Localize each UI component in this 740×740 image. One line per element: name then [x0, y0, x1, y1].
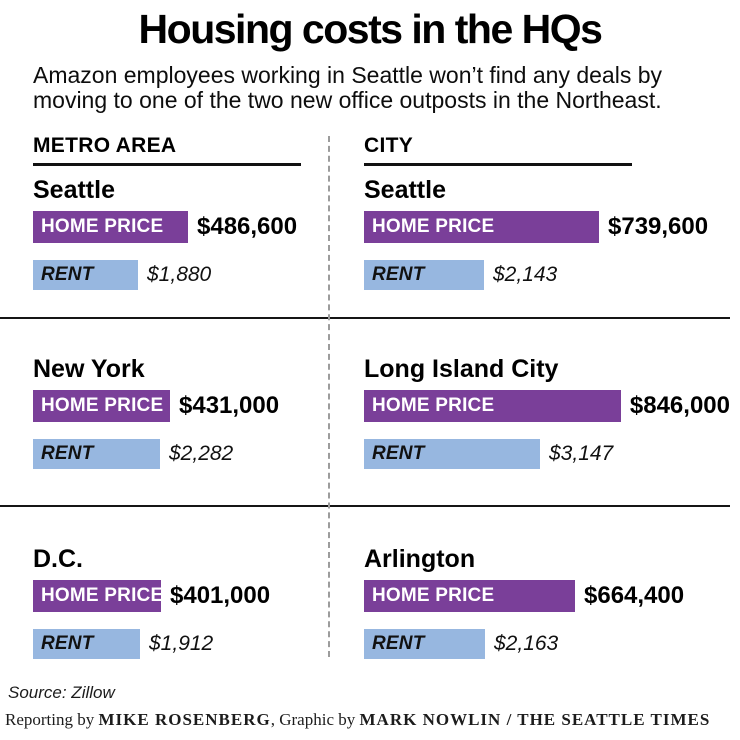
rent-value: $1,912 [149, 632, 214, 655]
rent-bar-label: RENT [372, 633, 425, 654]
city-cell: Arlington HOME PRICE $664,400 RENT $2,16… [330, 535, 730, 659]
chart-subtitle: Amazon employees working in Seattle won’… [33, 62, 663, 113]
rent-value: $1,880 [147, 263, 212, 286]
home-price-bar: HOME PRICE [33, 580, 164, 612]
home-price-value: $664,400 [584, 582, 685, 609]
city-block: Arlington HOME PRICE $664,400 RENT $2,16… [364, 545, 730, 659]
home-price-bar: HOME PRICE [33, 390, 170, 422]
rent-row: RENT $2,143 [364, 260, 730, 290]
credit-name: THE SEATTLE TIMES [517, 710, 711, 729]
metro-header-cell: METRO AREA [0, 134, 330, 166]
city-name: Seattle [33, 176, 115, 204]
metro-cell: D.C. HOME PRICE $401,000 RENT $1,912 [0, 535, 330, 659]
chart-area: METRO AREA CITY Seattle HOME PRICE $486,… [0, 134, 740, 663]
rent-row: RENT $2,163 [364, 629, 730, 659]
home-price-bar-label: HOME PRICE [372, 585, 495, 606]
city-header: CITY [364, 134, 632, 166]
home-price-row: HOME PRICE $846,000 [364, 390, 730, 422]
city-block: D.C. HOME PRICE $401,000 RENT $1,912 [33, 545, 330, 659]
rent-bar: RENT [364, 260, 484, 290]
column-divider-line [328, 136, 330, 657]
source-note: Source: Zillow [8, 683, 115, 702]
city-cell: Seattle HOME PRICE $739,600 RENT $2,143 [330, 166, 730, 290]
metro-cell: New York HOME PRICE $431,000 RENT $2,282 [0, 345, 330, 469]
credit-name: / [501, 710, 518, 729]
home-price-row: HOME PRICE $431,000 [33, 390, 330, 422]
rent-bar-label: RENT [372, 264, 425, 285]
chart-title: Housing costs in the HQs [138, 6, 603, 52]
home-price-value: $431,000 [179, 392, 280, 419]
rent-bar-label: RENT [372, 443, 425, 464]
home-price-bar: HOME PRICE [364, 580, 575, 612]
rent-bar: RENT [33, 629, 140, 659]
rent-bar: RENT [364, 629, 485, 659]
home-price-value: $486,600 [197, 213, 298, 240]
column-headers: METRO AREA CITY [0, 134, 730, 166]
rent-value: $2,282 [169, 442, 234, 465]
rent-bar: RENT [33, 439, 160, 469]
city-block: New York HOME PRICE $431,000 RENT $2,282 [33, 355, 330, 469]
credit-name: MIKE ROSENBERG [98, 710, 271, 729]
rent-row: RENT $2,282 [33, 439, 330, 469]
city-name: Arlington [364, 545, 476, 573]
rent-bar: RENT [364, 439, 540, 469]
rent-row: RENT $1,912 [33, 629, 330, 659]
city-block: Long Island City HOME PRICE $846,000 REN… [364, 355, 730, 469]
city-name: New York [33, 355, 145, 383]
home-price-bar-label: HOME PRICE [41, 585, 164, 606]
home-price-bar-label: HOME PRICE [372, 395, 495, 416]
credit-text: , Graphic by [270, 710, 360, 729]
home-price-bar-label: HOME PRICE [41, 395, 164, 416]
rent-value: $2,163 [494, 632, 559, 655]
home-price-row: HOME PRICE $739,600 [364, 211, 730, 243]
home-price-bar: HOME PRICE [364, 390, 621, 422]
city-header-cell: CITY [330, 134, 730, 166]
metro-cell: Seattle HOME PRICE $486,600 RENT $1,880 [0, 166, 330, 290]
rent-value: $3,147 [549, 442, 614, 465]
rent-bar-label: RENT [41, 633, 94, 654]
home-price-row: HOME PRICE $486,600 [33, 211, 330, 243]
credit-name: MARK NOWLIN [359, 710, 502, 729]
city-name: Long Island City [364, 355, 559, 383]
city-name: D.C. [33, 545, 83, 573]
home-price-value: $739,600 [608, 213, 709, 240]
rent-bar-label: RENT [41, 264, 94, 285]
city-block: Seattle HOME PRICE $739,600 RENT $2,143 [364, 176, 730, 290]
credit-text: Reporting by [5, 710, 99, 729]
city-cell: Long Island City HOME PRICE $846,000 REN… [330, 345, 730, 469]
credit-line: Reporting by MIKE ROSENBERG, Graphic by … [5, 710, 740, 730]
home-price-bar: HOME PRICE [364, 211, 599, 243]
home-price-bar-label: HOME PRICE [41, 216, 164, 237]
home-price-value: $846,000 [629, 392, 730, 419]
home-price-bar: HOME PRICE [33, 211, 188, 243]
row-dc-arlington: D.C. HOME PRICE $401,000 RENT $1,912 Arl… [0, 505, 730, 663]
home-price-row: HOME PRICE $664,400 [364, 580, 730, 612]
city-block: Seattle HOME PRICE $486,600 RENT $1,880 [33, 176, 330, 290]
home-price-bar-label: HOME PRICE [372, 216, 495, 237]
row-newyork-lic: New York HOME PRICE $431,000 RENT $2,282… [0, 317, 730, 505]
home-price-value: $401,000 [170, 582, 271, 609]
rent-row: RENT $3,147 [364, 439, 730, 469]
metro-area-header: METRO AREA [33, 134, 301, 166]
city-name: Seattle [364, 176, 446, 204]
home-price-row: HOME PRICE $401,000 [33, 580, 330, 612]
rent-row: RENT $1,880 [33, 260, 330, 290]
row-seattle: Seattle HOME PRICE $486,600 RENT $1,880 … [0, 166, 730, 317]
rent-value: $2,143 [493, 263, 558, 286]
rent-bar: RENT [33, 260, 138, 290]
rent-bar-label: RENT [41, 443, 94, 464]
